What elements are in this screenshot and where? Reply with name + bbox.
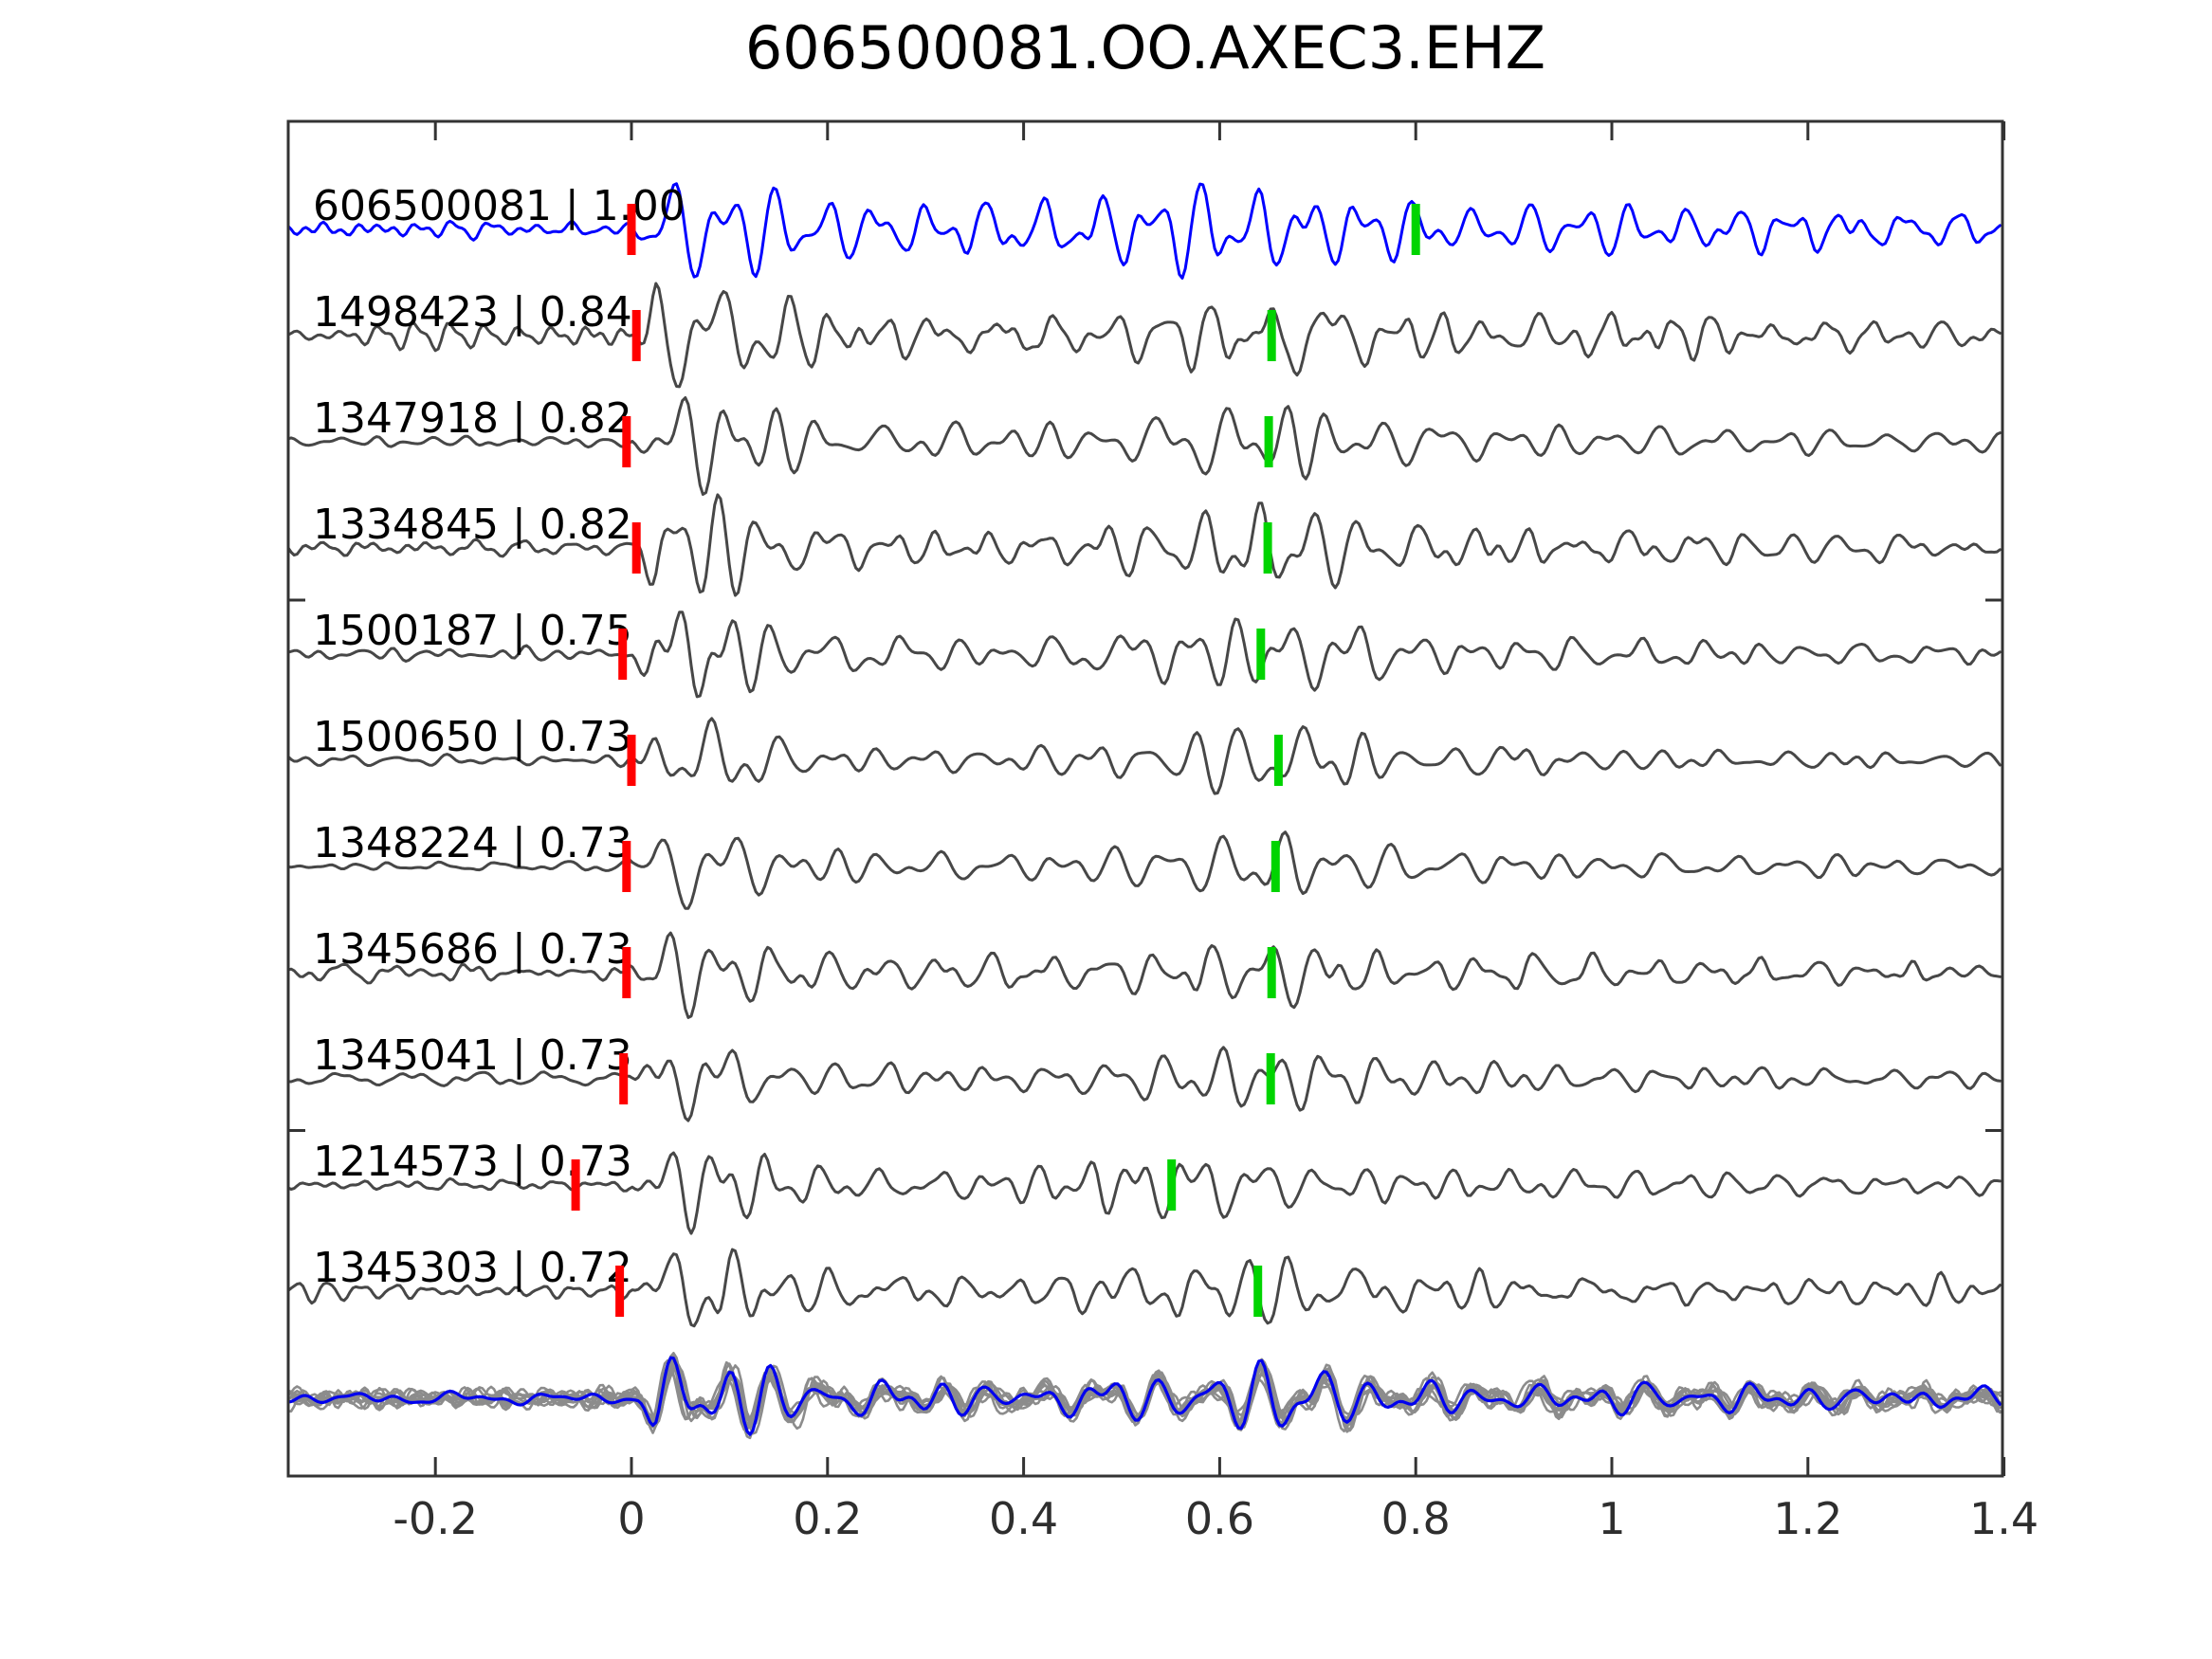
trace-label: 1214573 | 0.73 bbox=[313, 1138, 632, 1186]
green-pick-marker bbox=[1264, 416, 1273, 467]
axes-layer: -0.2 0 0.2 0.4 0.6 0.8 1 1.2 1.4 bbox=[286, 119, 2038, 1544]
green-pick-marker bbox=[1167, 1159, 1177, 1211]
detection-waveform bbox=[288, 1248, 2002, 1328]
trace-label: 1345303 | 0.72 bbox=[313, 1244, 632, 1292]
stack-gray-waveform bbox=[288, 1359, 2002, 1435]
x-tick-label: 0.6 bbox=[1185, 1493, 1254, 1544]
trace-label: 1345041 | 0.73 bbox=[313, 1031, 632, 1080]
green-pick-marker bbox=[1263, 522, 1272, 574]
green-pick-marker bbox=[1267, 310, 1276, 361]
red-pick-marker bbox=[615, 1266, 625, 1317]
detection-waveform bbox=[288, 493, 2002, 597]
trace-label: 1500187 | 0.75 bbox=[313, 607, 632, 655]
x-tick-label: 1.2 bbox=[1773, 1493, 1842, 1544]
green-pick-marker bbox=[1266, 1053, 1275, 1104]
red-pick-marker bbox=[622, 947, 631, 998]
trace-label: 606500081 | 1.00 bbox=[313, 182, 686, 230]
trace-label: 1348224 | 0.73 bbox=[313, 819, 632, 867]
traces-layer bbox=[288, 182, 2002, 1440]
green-pick-marker bbox=[1256, 629, 1266, 680]
red-pick-marker bbox=[619, 1053, 629, 1104]
green-pick-marker bbox=[1267, 947, 1276, 998]
detection-waveform bbox=[288, 931, 2002, 1019]
figure-title: 606500081.OO.AXEC3.EHZ bbox=[745, 13, 1545, 82]
detection-waveform bbox=[288, 1046, 2002, 1122]
red-pick-marker bbox=[631, 522, 641, 574]
red-pick-marker bbox=[631, 310, 641, 361]
trace-labels-layer: 606500081 | 1.00 1498423 | 0.84 1347918 | … bbox=[313, 182, 686, 1292]
red-pick-marker bbox=[622, 841, 631, 892]
green-pick-marker bbox=[1253, 1266, 1263, 1317]
red-pick-marker bbox=[627, 204, 636, 255]
red-pick-marker bbox=[618, 629, 628, 680]
x-tick-label: 0.2 bbox=[793, 1493, 862, 1544]
x-tick-label: 0 bbox=[617, 1493, 645, 1544]
trace-label: 1347918 | 0.82 bbox=[313, 394, 632, 443]
x-tick-label: 0.8 bbox=[1381, 1493, 1451, 1544]
x-tick-label: 0.4 bbox=[989, 1493, 1058, 1544]
red-pick-marker bbox=[571, 1159, 580, 1211]
trace-label: 1500650 | 0.73 bbox=[313, 713, 632, 761]
x-tick-label: 1.4 bbox=[1969, 1493, 2038, 1544]
template-waveform bbox=[288, 182, 2002, 280]
detection-waveform bbox=[288, 282, 2002, 389]
pick-markers-layer bbox=[571, 204, 1420, 1317]
x-tick-label: -0.2 bbox=[393, 1493, 478, 1544]
trace-label: 1345686 | 0.73 bbox=[313, 925, 632, 974]
green-pick-marker bbox=[1271, 841, 1280, 892]
x-tick-label: 1 bbox=[1598, 1493, 1625, 1544]
red-pick-marker bbox=[622, 416, 631, 467]
detection-waveform bbox=[288, 611, 2002, 699]
trace-label: 1334845 | 0.82 bbox=[313, 501, 632, 549]
red-pick-marker bbox=[627, 735, 636, 786]
plot-border bbox=[286, 119, 2004, 1478]
trace-label: 1498423 | 0.84 bbox=[313, 288, 632, 337]
detection-waveform bbox=[288, 396, 2002, 496]
detection-waveform bbox=[288, 717, 2002, 795]
detection-waveform bbox=[288, 830, 2002, 910]
stack-template-waveform bbox=[288, 1356, 2002, 1436]
green-pick-marker bbox=[1273, 735, 1283, 786]
green-pick-marker bbox=[1411, 204, 1420, 255]
